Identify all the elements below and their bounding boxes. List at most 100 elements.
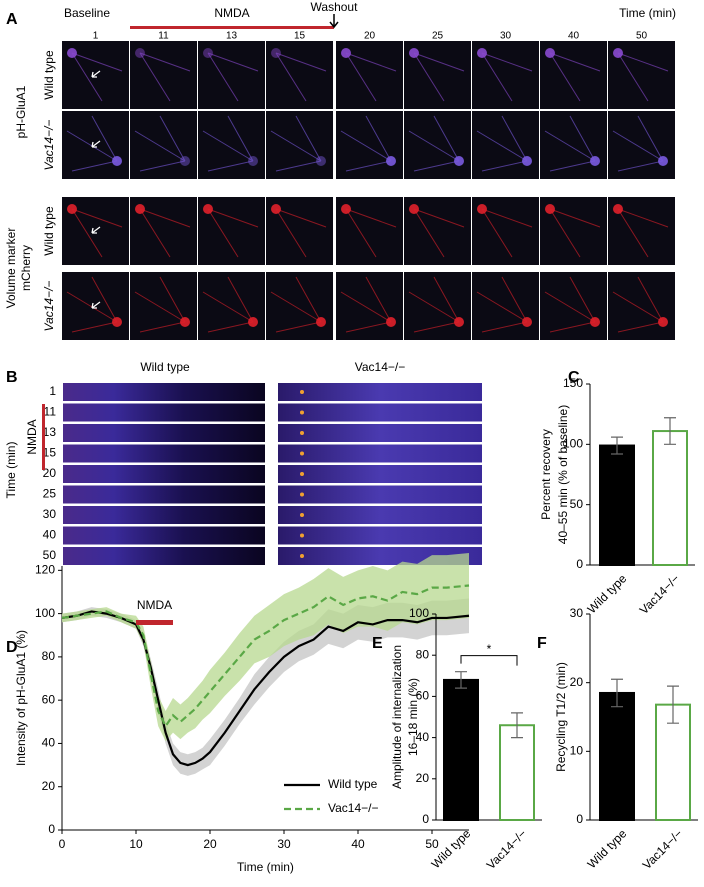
kymograph xyxy=(278,465,482,483)
washout-label: Washout xyxy=(311,0,359,14)
micrograph xyxy=(472,111,539,179)
y-tick-label: 50 xyxy=(570,497,584,511)
hotspot xyxy=(300,472,304,476)
time-label: 11 xyxy=(44,405,57,419)
dendrite xyxy=(408,276,460,333)
error-bar xyxy=(667,685,679,724)
error-bar xyxy=(455,671,467,689)
kymograph xyxy=(278,485,482,504)
dendrite xyxy=(481,52,533,102)
micrograph xyxy=(62,41,129,109)
micrograph-bg xyxy=(198,111,265,179)
dendrite xyxy=(275,208,327,258)
time-label: 30 xyxy=(43,507,57,521)
panel-label: E xyxy=(372,635,383,652)
dendrite xyxy=(340,276,392,333)
micrograph-bg xyxy=(266,111,333,179)
micrograph xyxy=(540,41,607,109)
x-axis-label: Time (min) xyxy=(237,860,294,874)
line xyxy=(61,584,470,729)
y-tick-label: 80 xyxy=(42,649,56,663)
time-label: 25 xyxy=(432,31,444,42)
dendrite xyxy=(549,52,601,102)
time-label: 40 xyxy=(43,528,57,542)
time-label: 1 xyxy=(49,384,56,398)
row-label: Wild type xyxy=(42,50,56,100)
micrograph xyxy=(62,197,129,265)
micrograph-bg xyxy=(130,272,197,340)
group-label: mCherry xyxy=(19,245,33,291)
y-tick-label: 60 xyxy=(416,689,430,703)
micrograph xyxy=(266,272,333,340)
y-axis-label: Intensity of pH-GluA1 (%) xyxy=(14,630,28,766)
x-tick-label: 20 xyxy=(203,837,217,851)
micrograph xyxy=(540,272,607,340)
y-tick-label: 40 xyxy=(416,730,430,744)
dendrite xyxy=(617,208,669,258)
micrograph xyxy=(130,111,197,179)
time-label: 13 xyxy=(226,31,238,42)
dendrite xyxy=(612,276,664,333)
annotation-label: NMDA xyxy=(137,598,172,612)
kymograph xyxy=(278,506,482,524)
dendrite xyxy=(617,52,669,102)
dendrite xyxy=(408,115,460,172)
micrograph xyxy=(540,111,607,179)
y-tick-label: 60 xyxy=(42,692,56,706)
x-tick-label: Vac14−/− xyxy=(637,571,683,617)
time-label: 15 xyxy=(43,446,57,460)
micrograph xyxy=(198,41,265,109)
y-tick-label: 100 xyxy=(409,606,429,620)
dendrite xyxy=(134,115,186,172)
dendrite xyxy=(549,208,601,258)
x-tick-label: Wild type xyxy=(585,826,630,871)
kymograph xyxy=(63,465,265,483)
micrograph-bg xyxy=(266,41,333,109)
y-tick-label: 20 xyxy=(416,771,430,785)
micrograph xyxy=(336,272,403,340)
dendrite xyxy=(270,115,322,172)
dendrite xyxy=(139,52,191,102)
kymograph xyxy=(278,383,482,401)
row-label: Vac14−/− xyxy=(42,120,56,171)
micrograph-bg xyxy=(266,272,333,340)
bar xyxy=(499,724,535,821)
bar xyxy=(599,691,635,822)
dendrite xyxy=(340,115,392,172)
micrograph-bg xyxy=(198,41,265,109)
time-label: 20 xyxy=(364,31,376,42)
micrograph-bg xyxy=(130,41,197,109)
y-tick-label: 0 xyxy=(422,812,429,826)
y-tick-label: 20 xyxy=(42,779,56,793)
dendrite xyxy=(139,208,191,258)
y-tick-label: 20 xyxy=(570,675,584,689)
y-axis-label: Recycling T1/2 (min) xyxy=(554,662,568,772)
y-tick-label: 10 xyxy=(570,744,584,758)
micrograph-bg xyxy=(404,111,471,179)
kymograph xyxy=(63,424,265,442)
time-label: 1 xyxy=(93,31,99,42)
treatment-bar xyxy=(42,404,45,470)
dendrite xyxy=(134,276,186,333)
time-label: 13 xyxy=(43,425,57,439)
time-label: 11 xyxy=(158,31,169,42)
micrograph-bg xyxy=(472,111,539,179)
dendrite xyxy=(207,208,259,258)
x-tick-label: 10 xyxy=(129,837,143,851)
micrograph xyxy=(336,41,403,109)
y-tick-label: 0 xyxy=(576,557,583,571)
error-bar xyxy=(664,417,676,445)
dendrite xyxy=(481,208,533,258)
hotspot xyxy=(300,451,304,456)
dendrite xyxy=(544,115,596,172)
micrograph xyxy=(608,111,675,179)
significance-bracket xyxy=(460,655,518,666)
line xyxy=(61,610,470,767)
panel-label: B xyxy=(6,369,18,386)
x-tick-label: 40 xyxy=(351,837,365,851)
legend-label: Wild type xyxy=(328,777,378,791)
error-bar xyxy=(611,678,623,708)
micrograph xyxy=(404,41,471,109)
micrograph xyxy=(336,197,403,265)
